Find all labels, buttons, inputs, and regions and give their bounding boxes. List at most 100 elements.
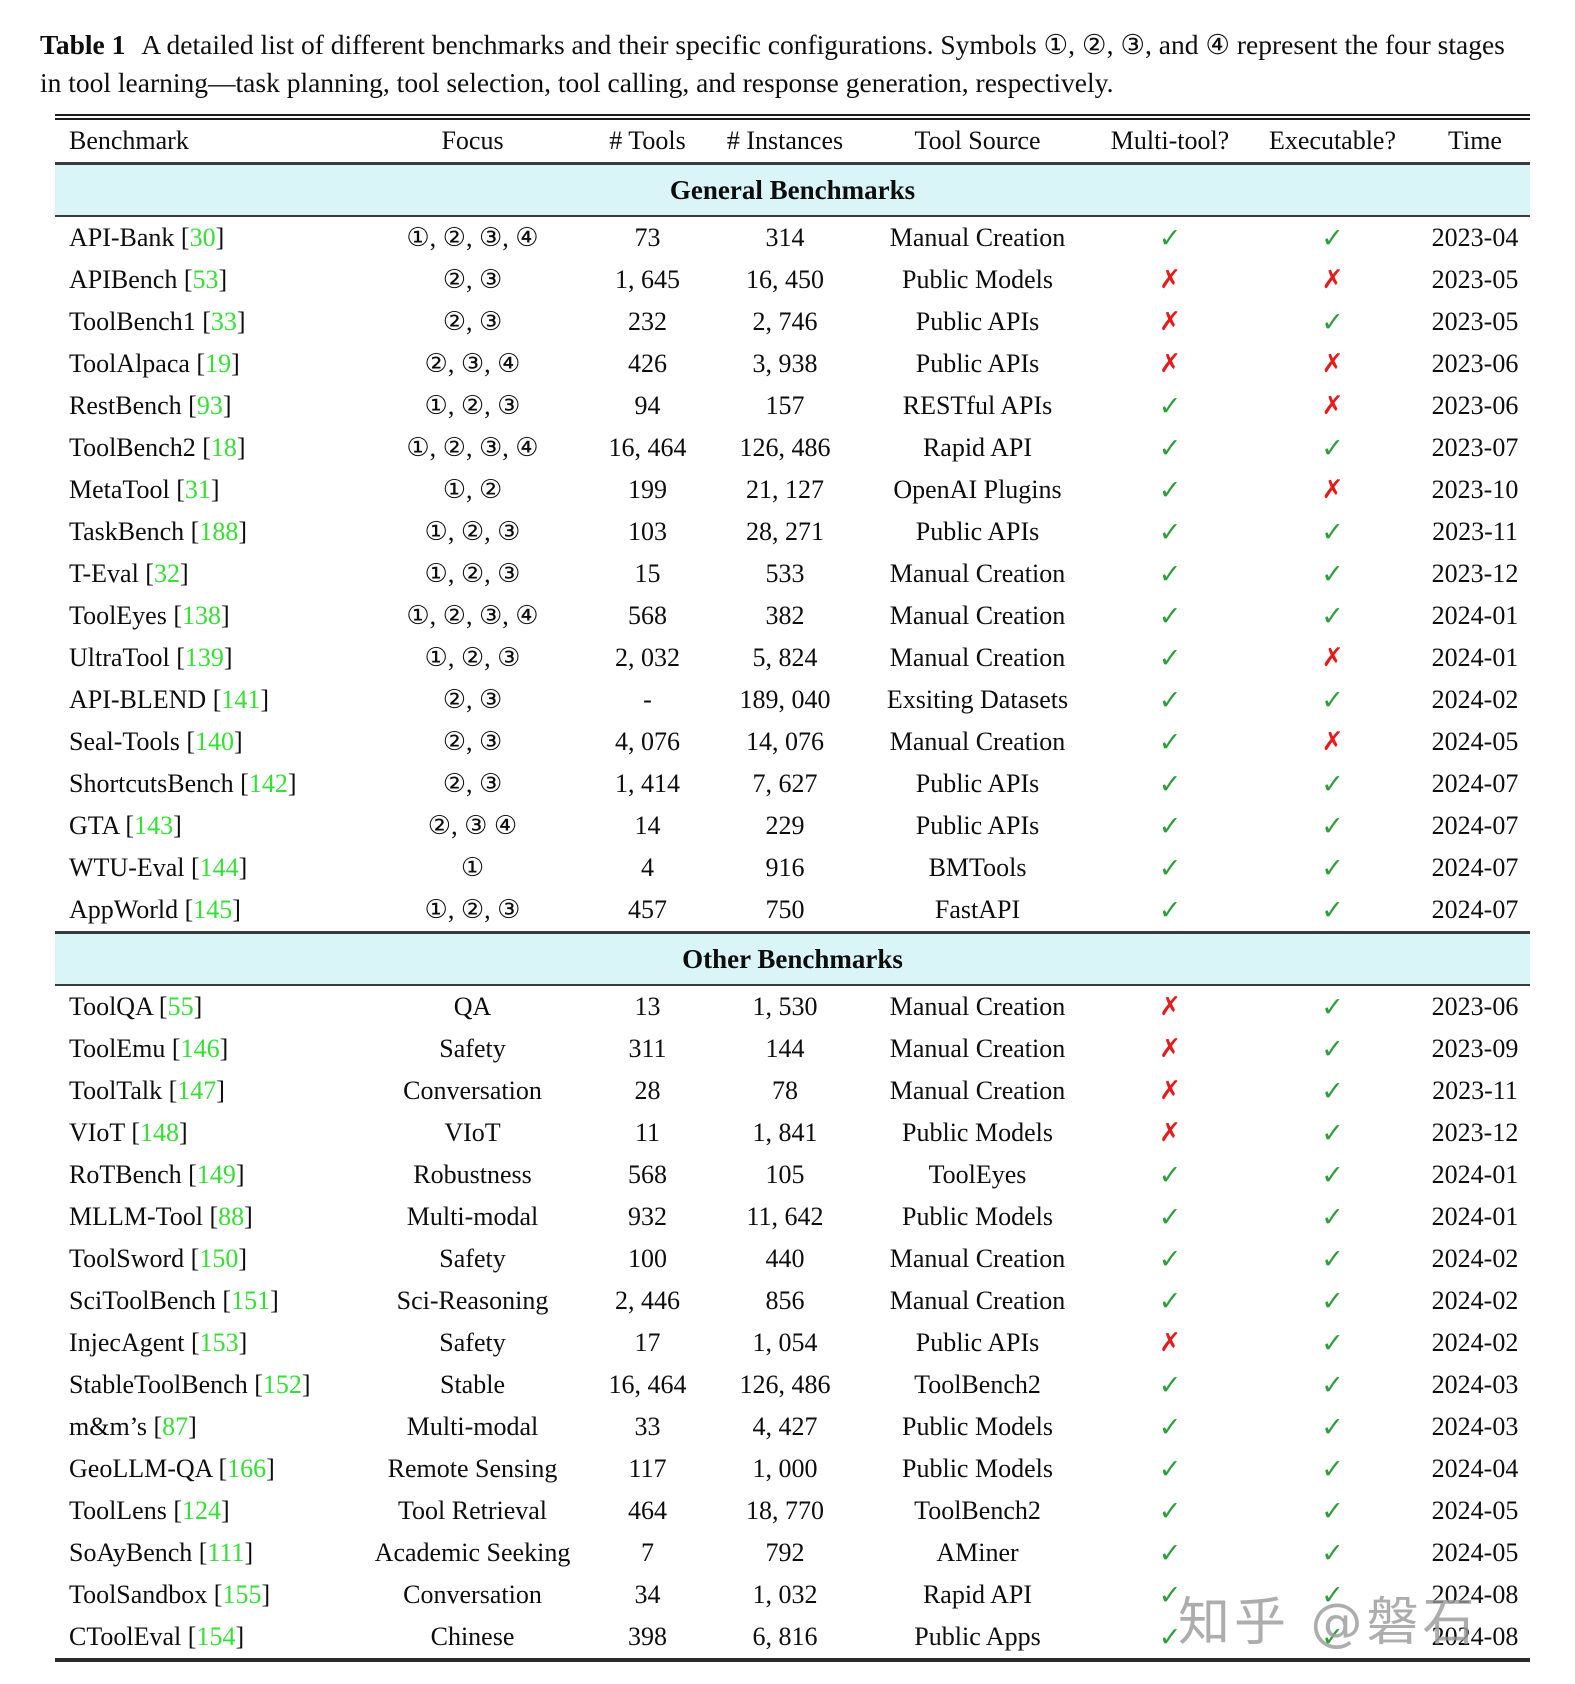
check-icon: ✓ bbox=[1321, 1453, 1344, 1485]
row-soaybench: SoAyBench [111] Academic Seeking 7 792 AMine… bbox=[55, 1532, 1530, 1574]
time-cell: 2024-02 bbox=[1431, 1244, 1519, 1273]
citation-ref[interactable]: 19 bbox=[205, 349, 232, 378]
tools-cell: 199 bbox=[628, 475, 667, 504]
source-cell: BMTools bbox=[928, 853, 1027, 882]
check-icon: ✓ bbox=[1158, 558, 1182, 590]
citation-ref[interactable]: 149 bbox=[196, 1160, 236, 1189]
multi-tool-cell: ✓ bbox=[1095, 763, 1245, 805]
citation-ref[interactable]: 55 bbox=[167, 992, 194, 1021]
citation-ref[interactable]: 124 bbox=[182, 1496, 221, 1525]
citation-ref[interactable]: 153 bbox=[199, 1328, 239, 1357]
time-cell: 2023-09 bbox=[1431, 1034, 1519, 1063]
row-shortcutsbench: ShortcutsBench [142] ②, ③ 1, 414 7, 627 Publ… bbox=[55, 763, 1530, 805]
tools-cell: 464 bbox=[628, 1496, 667, 1525]
citation-ref[interactable]: 93 bbox=[196, 391, 223, 420]
benchmark-cell: VIoT [148] bbox=[69, 1118, 188, 1147]
focus-cell: ②, ③ bbox=[442, 727, 503, 756]
row-seal-tools: Seal-Tools [140] ②, ③ 4, 076 14, 076 Manual … bbox=[55, 721, 1530, 763]
tools-cell: 426 bbox=[628, 349, 667, 378]
executable-cell: ✓ bbox=[1245, 1280, 1420, 1322]
citation-ref[interactable]: 144 bbox=[199, 853, 239, 882]
executable-cell: ✓ bbox=[1245, 427, 1420, 469]
source-cell: Public Models bbox=[902, 1202, 1053, 1231]
instances-cell: 916 bbox=[765, 853, 805, 882]
citation-ref[interactable]: 111 bbox=[207, 1538, 245, 1567]
citation-ref[interactable]: 147 bbox=[177, 1076, 217, 1105]
check-icon: ✓ bbox=[1158, 726, 1182, 758]
citation-ref[interactable]: 88 bbox=[218, 1202, 245, 1231]
tools-cell: 4 bbox=[641, 853, 654, 882]
check-icon: ✓ bbox=[1321, 1621, 1344, 1653]
citation-ref[interactable]: 141 bbox=[221, 685, 261, 714]
focus-cell: QA bbox=[453, 992, 492, 1021]
citation-ref[interactable]: 146 bbox=[180, 1034, 220, 1063]
benchmark-cell: ToolBench1 [33] bbox=[69, 307, 246, 336]
check-icon: ✓ bbox=[1158, 1201, 1182, 1233]
cross-icon: ✗ bbox=[1159, 1328, 1181, 1358]
focus-cell: Remote Sensing bbox=[387, 1454, 558, 1483]
citation-ref[interactable]: 145 bbox=[193, 895, 233, 924]
time-cell: 2024-01 bbox=[1431, 1202, 1519, 1231]
check-icon: ✓ bbox=[1321, 432, 1344, 464]
citation-ref[interactable]: 154 bbox=[196, 1622, 236, 1651]
citation-ref[interactable]: 151 bbox=[231, 1286, 271, 1315]
tools-cell: 2, 446 bbox=[615, 1286, 680, 1315]
source-cell: Public APIs bbox=[915, 769, 1040, 798]
citation-ref[interactable]: 166 bbox=[227, 1454, 267, 1483]
row-geollm-qa: GeoLLM-QA [166] Remote Sensing 117 1, 000 Pu… bbox=[55, 1448, 1530, 1490]
citation-ref[interactable]: 143 bbox=[134, 811, 174, 840]
focus-cell: Conversation bbox=[403, 1076, 542, 1105]
check-icon: ✓ bbox=[1158, 1369, 1182, 1401]
source-cell: Public APIs bbox=[915, 307, 1040, 336]
source-cell: FastAPI bbox=[934, 895, 1021, 924]
citation-ref[interactable]: 188 bbox=[199, 517, 239, 546]
multi-tool-cell: ✓ bbox=[1095, 637, 1245, 679]
time-cell: 2023-04 bbox=[1431, 223, 1519, 252]
table-top-rule bbox=[55, 114, 1530, 120]
row-taskbench: TaskBench [188] ①, ②, ③ 103 28, 271 Public A… bbox=[55, 511, 1530, 553]
tools-cell: 2, 032 bbox=[615, 643, 680, 672]
citation-ref[interactable]: 148 bbox=[140, 1118, 180, 1147]
citation-ref[interactable]: 140 bbox=[195, 727, 234, 756]
row-t-eval: T-Eval [32] ①, ②, ③ 15 533 Manual Creation ✓ ✓… bbox=[55, 553, 1530, 595]
focus-cell: ①, ② bbox=[442, 475, 503, 504]
focus-cell: Academic Seeking bbox=[374, 1538, 571, 1567]
citation-ref[interactable]: 87 bbox=[162, 1412, 189, 1441]
tools-cell: 232 bbox=[628, 307, 667, 336]
citation-ref[interactable]: 139 bbox=[184, 643, 224, 672]
check-icon: ✓ bbox=[1321, 600, 1344, 632]
citation-ref[interactable]: 53 bbox=[192, 265, 219, 294]
citation-ref[interactable]: 142 bbox=[248, 769, 288, 798]
citation-ref[interactable]: 33 bbox=[210, 307, 237, 336]
check-icon: ✓ bbox=[1321, 1159, 1344, 1191]
instances-cell: 7, 627 bbox=[752, 769, 818, 798]
time-cell: 2023-06 bbox=[1431, 349, 1519, 378]
executable-cell: ✓ bbox=[1245, 1616, 1420, 1660]
executable-cell: ✓ bbox=[1245, 301, 1420, 343]
citation-ref[interactable]: 150 bbox=[199, 1244, 239, 1273]
citation-ref[interactable]: 152 bbox=[262, 1370, 302, 1399]
benchmark-cell: T-Eval [32] bbox=[69, 559, 189, 588]
column-header-time: Time bbox=[1420, 120, 1530, 165]
multi-tool-cell: ✓ bbox=[1095, 1448, 1245, 1490]
citation-ref[interactable]: 155 bbox=[222, 1580, 262, 1609]
citation-ref[interactable]: 31 bbox=[184, 475, 211, 504]
benchmark-cell: API-BLEND [141] bbox=[69, 685, 270, 714]
citation-ref[interactable]: 18 bbox=[210, 433, 237, 462]
cross-icon: ✗ bbox=[1321, 643, 1344, 673]
source-cell: Manual Creation bbox=[889, 643, 1066, 672]
column-header-executable: Executable? bbox=[1245, 120, 1420, 165]
citation-ref[interactable]: 30 bbox=[189, 223, 216, 252]
row-toolsandbox: ToolSandbox [155] Conversation 34 1, 032 Rap… bbox=[55, 1574, 1530, 1616]
multi-tool-cell: ✓ bbox=[1095, 1154, 1245, 1196]
citation-ref[interactable]: 32 bbox=[153, 559, 180, 588]
source-cell: Rapid API bbox=[922, 1580, 1033, 1609]
multi-tool-cell: ✓ bbox=[1095, 511, 1245, 553]
focus-cell: ②, ③, ④ bbox=[424, 349, 521, 378]
citation-ref[interactable]: 138 bbox=[182, 601, 221, 630]
source-cell: ToolBench2 bbox=[914, 1496, 1041, 1525]
instances-cell: 1, 530 bbox=[752, 992, 818, 1021]
tools-cell: 457 bbox=[628, 895, 667, 924]
instances-cell: 105 bbox=[765, 1160, 805, 1189]
check-icon: ✓ bbox=[1158, 516, 1182, 548]
